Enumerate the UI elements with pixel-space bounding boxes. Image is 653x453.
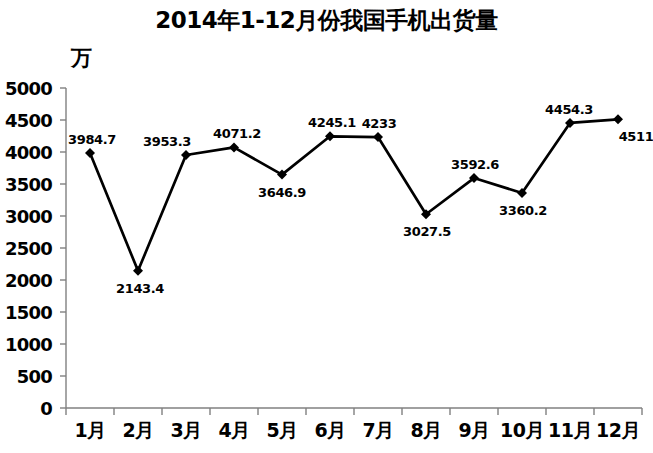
x-category-label: 3月 [170,418,201,444]
x-category-label: 7月 [362,418,393,444]
x-category-label: 11月 [548,418,592,444]
plot-area [0,0,653,453]
data-point-label: 2143.4 [116,281,164,296]
data-point-label: 4071.2 [213,126,261,141]
y-tick-label: 0 [0,398,52,419]
data-point-marker [613,114,623,124]
x-category-label: 10月 [500,418,544,444]
data-point-label: 4245.1 [308,115,356,130]
y-tick-label: 3500 [0,174,52,195]
data-point-label: 3646.9 [258,185,306,200]
y-tick-label: 1000 [0,334,52,355]
y-tick-label: 2000 [0,270,52,291]
data-point-label: 3953.3 [143,134,191,149]
data-point-label: 3360.2 [499,203,547,218]
x-category-label: 6月 [314,418,345,444]
y-tick-label: 2500 [0,238,52,259]
x-category-label: 4月 [218,418,249,444]
x-category-label: 9月 [458,418,489,444]
y-tick-label: 1500 [0,302,52,323]
data-point-label: 3592.6 [451,157,499,172]
y-tick-label: 5000 [0,78,52,99]
x-category-label: 8月 [410,418,441,444]
data-point-label: 3027.5 [403,224,451,239]
data-point-label: 4454.3 [545,102,593,117]
x-category-label: 2月 [122,418,153,444]
data-point-marker [181,150,191,160]
x-category-label: 1月 [74,418,105,444]
data-point-label: 3984.7 [68,132,116,147]
y-tick-label: 500 [0,366,52,387]
data-point-label: 4511 [619,129,653,144]
x-category-label: 12月 [596,418,640,444]
y-tick-label: 3000 [0,206,52,227]
data-point-label: 4233 [362,116,397,131]
data-point-marker [133,266,143,276]
x-category-label: 5月 [266,418,297,444]
y-tick-label: 4000 [0,142,52,163]
y-tick-label: 4500 [0,110,52,131]
line-chart: 2014年1-12月份我国手机出货量 万 0500100015002000250… [0,0,653,453]
data-point-marker [85,148,95,158]
